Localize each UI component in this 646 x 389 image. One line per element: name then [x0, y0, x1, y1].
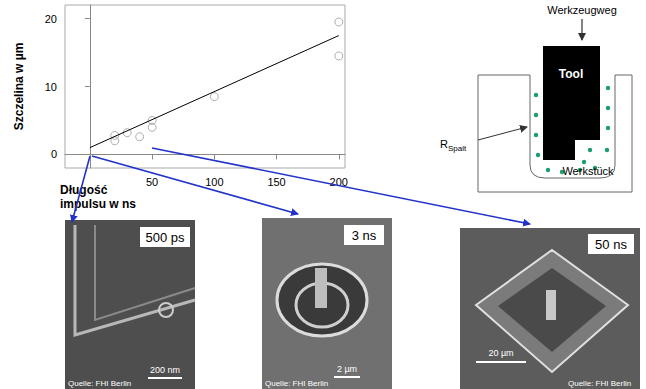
svg-text:2 µm: 2 µm: [337, 364, 357, 374]
svg-text:0: 0: [51, 148, 57, 160]
svg-text:Tool: Tool: [559, 67, 583, 81]
svg-text:150: 150: [267, 176, 285, 188]
svg-text:Werkstück: Werkstück: [562, 165, 614, 177]
svg-text:Quelle: FHI Berlin: Quelle: FHI Berlin: [68, 379, 131, 388]
svg-text:Werkzeugweg: Werkzeugweg: [547, 4, 617, 16]
svg-text:RSpalt: RSpalt: [440, 138, 467, 153]
svg-text:50: 50: [146, 176, 158, 188]
svg-text:50 ns: 50 ns: [595, 237, 627, 252]
svg-text:20 µm: 20 µm: [488, 348, 513, 358]
html-text:Długość impulsu w ns: Długość impulsu w ns: [60, 183, 136, 211]
svg-text:Quelle: FHI Berlin: Quelle: FHI Berlin: [265, 379, 328, 388]
svg-text:Quelle: FHI Berlin: Quelle: FHI Berlin: [568, 379, 631, 388]
svg-text:500 ps: 500 ps: [145, 230, 185, 245]
svg-text:3 ns: 3 ns: [352, 228, 377, 243]
svg-text:200 nm: 200 nm: [150, 365, 180, 375]
svg-text:200: 200: [330, 176, 348, 188]
svg-text:20: 20: [45, 13, 57, 25]
svg-text:Szczelina w µm: Szczelina w µm: [12, 43, 26, 131]
svg-text:10: 10: [45, 81, 57, 93]
svg-text:100: 100: [205, 176, 223, 188]
